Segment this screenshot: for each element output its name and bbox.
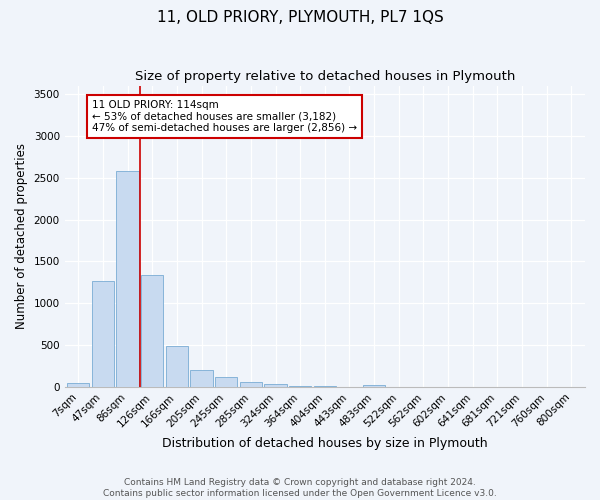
Bar [67,383,89,387]
Bar [141,275,163,387]
Bar [116,171,139,387]
Y-axis label: Number of detached properties: Number of detached properties [15,144,28,330]
Bar [215,378,237,387]
Bar [190,370,212,387]
Bar [314,386,336,387]
Bar [363,386,385,387]
Bar [240,382,262,387]
Text: Contains HM Land Registry data © Crown copyright and database right 2024.
Contai: Contains HM Land Registry data © Crown c… [103,478,497,498]
Bar [289,386,311,387]
Bar [265,384,287,387]
Text: 11 OLD PRIORY: 114sqm
← 53% of detached houses are smaller (3,182)
47% of semi-d: 11 OLD PRIORY: 114sqm ← 53% of detached … [92,100,357,133]
Bar [92,281,114,387]
Title: Size of property relative to detached houses in Plymouth: Size of property relative to detached ho… [134,70,515,83]
X-axis label: Distribution of detached houses by size in Plymouth: Distribution of detached houses by size … [162,437,488,450]
Bar [166,346,188,387]
Text: 11, OLD PRIORY, PLYMOUTH, PL7 1QS: 11, OLD PRIORY, PLYMOUTH, PL7 1QS [157,10,443,25]
